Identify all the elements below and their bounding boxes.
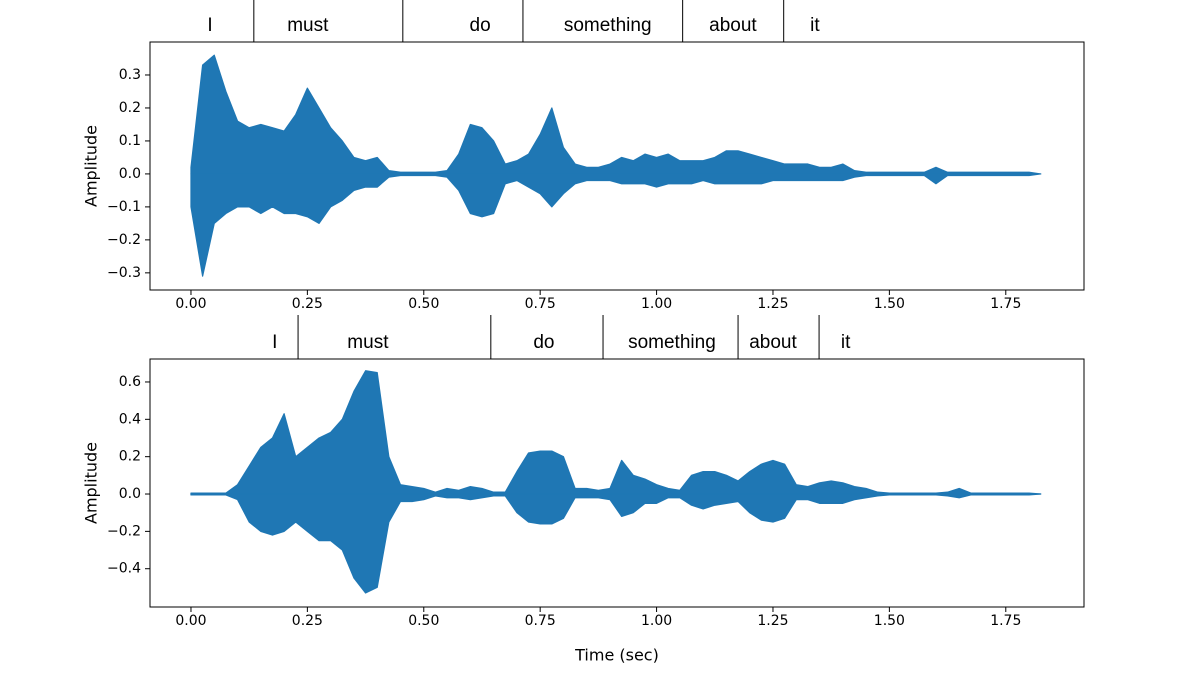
y-tick-label: 0.4: [119, 411, 141, 427]
x-tick-label: 0.00: [175, 296, 206, 312]
x-tick-label: 0.75: [525, 296, 556, 312]
x-tick-label: 0.00: [175, 613, 206, 629]
y-tick-label: 0.0: [119, 166, 141, 182]
x-tick-label: 1.75: [990, 613, 1021, 629]
word-label: do: [533, 332, 554, 353]
x-tick-label: 0.50: [408, 613, 439, 629]
x-tick-label: 1.25: [757, 296, 788, 312]
x-tick-label: 1.50: [874, 296, 905, 312]
word-label: must: [347, 332, 389, 353]
plot-frame: [149, 41, 1085, 291]
waveform: [190, 173, 1042, 277]
word-label: something: [628, 332, 716, 353]
waveform: [190, 370, 1042, 495]
x-tick-label: 1.75: [990, 296, 1021, 312]
waveform: [190, 493, 1042, 594]
x-tick-label: 0.75: [525, 613, 556, 629]
y-tick-label: 0.1: [119, 133, 141, 149]
y-tick-label: −0.3: [107, 265, 141, 281]
x-tick-label: 1.00: [641, 613, 672, 629]
y-tick-label: −0.4: [107, 561, 141, 577]
y-tick-label: 0.3: [119, 67, 141, 83]
x-tick-label: 1.50: [874, 613, 905, 629]
y-tick-label: 0.2: [119, 449, 141, 465]
x-tick-label: 1.00: [641, 296, 672, 312]
word-label: something: [564, 15, 652, 36]
word-label: about: [749, 332, 797, 353]
y-axis-label: Amplitude: [82, 442, 101, 524]
x-tick-label: 1.25: [757, 613, 788, 629]
word-label: do: [470, 15, 491, 36]
y-tick-label: 0.6: [119, 374, 141, 390]
word-label: it: [810, 15, 820, 36]
word-label: about: [709, 15, 757, 36]
y-tick-label: 0.0: [119, 486, 141, 502]
y-tick-label: 0.2: [119, 100, 141, 116]
word-label: must: [287, 15, 329, 36]
x-tick-label: 0.25: [292, 296, 323, 312]
x-tick-label: 0.50: [408, 296, 439, 312]
waveform: [190, 54, 1042, 175]
y-tick-label: −0.2: [107, 232, 141, 248]
word-label: it: [841, 332, 851, 353]
x-tick-label: 0.25: [292, 613, 323, 629]
y-axis-label: Amplitude: [82, 125, 101, 207]
word-label: I: [207, 15, 212, 36]
y-tick-label: −0.1: [107, 199, 141, 215]
plot-frame: [149, 358, 1085, 608]
word-label: I: [272, 332, 277, 353]
y-tick-label: −0.2: [107, 523, 141, 539]
x-axis-label: Time (sec): [574, 646, 659, 665]
